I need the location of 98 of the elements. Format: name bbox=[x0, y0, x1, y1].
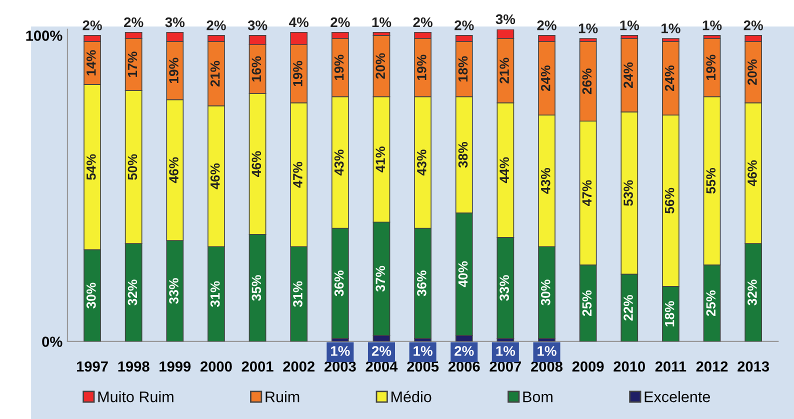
x-tick-label: 2005 bbox=[407, 361, 439, 372]
data-label: 21% bbox=[500, 58, 509, 84]
data-label: 18% bbox=[458, 56, 468, 82]
x-tick-label: 2007 bbox=[490, 361, 522, 372]
data-label: 19% bbox=[293, 60, 302, 86]
legend-label: Ruim bbox=[266, 391, 300, 402]
data-label: 31% bbox=[210, 281, 220, 307]
data-label: 21% bbox=[210, 60, 220, 86]
data-label: 2% bbox=[413, 17, 432, 28]
data-label: 14% bbox=[86, 50, 96, 76]
x-tick-label: 2003 bbox=[324, 361, 356, 372]
data-label: 19% bbox=[706, 54, 716, 80]
data-label: 2% bbox=[537, 20, 556, 30]
x-tick-label: 2001 bbox=[242, 361, 274, 372]
data-label: 24% bbox=[664, 65, 674, 92]
y-tick-label: 100% bbox=[26, 30, 62, 41]
x-tick-label: 2010 bbox=[614, 361, 646, 372]
data-label: 16% bbox=[252, 56, 262, 82]
data-label: 56% bbox=[664, 188, 674, 214]
x-tick-label: 2013 bbox=[738, 361, 770, 372]
x-tick-label: 2011 bbox=[655, 361, 686, 372]
data-label: 36% bbox=[334, 270, 344, 296]
data-label: 37% bbox=[376, 266, 386, 292]
data-label: 2% bbox=[124, 17, 144, 28]
data-label: 46% bbox=[210, 163, 220, 190]
data-label: 50% bbox=[128, 154, 138, 180]
data-label: 1% bbox=[538, 346, 556, 356]
data-label: 38% bbox=[458, 142, 468, 168]
data-label: 18% bbox=[664, 301, 674, 326]
data-label: 19% bbox=[417, 54, 426, 80]
data-label: 43% bbox=[334, 150, 344, 176]
data-label: 26% bbox=[582, 68, 592, 94]
data-label: 2% bbox=[372, 346, 392, 356]
data-label: 55% bbox=[706, 168, 716, 194]
data-label: 1% bbox=[496, 346, 516, 356]
x-tick-label: 2008 bbox=[531, 361, 563, 372]
data-label: 1% bbox=[620, 20, 640, 30]
data-label: 35% bbox=[252, 275, 262, 301]
data-label: 32% bbox=[128, 280, 138, 306]
x-tick-label: 2006 bbox=[448, 361, 480, 372]
data-label: 33% bbox=[169, 278, 178, 304]
data-label: 54% bbox=[86, 154, 96, 180]
y-tick-label: 0% bbox=[42, 336, 62, 347]
data-label: 20% bbox=[748, 59, 757, 85]
data-label: 44% bbox=[500, 157, 509, 184]
legend-label: Muito Ruim bbox=[98, 391, 174, 402]
x-tick-label: 2004 bbox=[366, 361, 398, 372]
data-label: 24% bbox=[624, 62, 633, 88]
x-tick-label: 1997 bbox=[76, 361, 108, 372]
data-label: 43% bbox=[540, 168, 550, 194]
data-label: 40% bbox=[458, 261, 468, 288]
legend-label: Médio bbox=[392, 390, 432, 402]
data-label: 30% bbox=[86, 282, 96, 308]
data-label: 41% bbox=[376, 146, 386, 172]
data-label: 2% bbox=[744, 20, 763, 30]
x-tick-label: 2009 bbox=[572, 361, 604, 372]
data-label: 31% bbox=[293, 281, 302, 307]
legend-label: Excelente bbox=[644, 391, 710, 402]
data-label: 1% bbox=[578, 24, 598, 34]
data-label: 3% bbox=[165, 17, 185, 28]
data-label: 17% bbox=[128, 52, 138, 77]
data-label: 2% bbox=[454, 346, 474, 356]
data-label: 2% bbox=[82, 20, 102, 30]
data-label: 32% bbox=[748, 280, 757, 306]
data-label: 1% bbox=[662, 24, 680, 34]
data-label: 46% bbox=[169, 157, 178, 184]
data-label: 1% bbox=[702, 20, 722, 30]
data-label: 3% bbox=[248, 20, 268, 30]
x-tick-label: 2000 bbox=[200, 361, 232, 372]
data-label: 33% bbox=[500, 275, 509, 301]
legend-label: Bom bbox=[523, 392, 552, 402]
data-label: 2% bbox=[454, 20, 474, 30]
data-label: 46% bbox=[748, 160, 757, 186]
data-label: 1% bbox=[372, 17, 392, 28]
data-label: 3% bbox=[496, 14, 516, 24]
data-label: 2% bbox=[206, 20, 226, 30]
data-label: 22% bbox=[624, 294, 633, 321]
data-label: 19% bbox=[169, 58, 178, 84]
data-label: 36% bbox=[417, 270, 426, 296]
data-label: 30% bbox=[540, 280, 550, 306]
data-label: 46% bbox=[252, 151, 262, 177]
data-label: 53% bbox=[624, 180, 633, 206]
data-label: 19% bbox=[334, 54, 344, 80]
data-label: 1% bbox=[414, 346, 432, 356]
data-label: 2% bbox=[330, 17, 350, 28]
x-tick-label: 2002 bbox=[283, 361, 314, 372]
data-label: 1% bbox=[331, 346, 350, 356]
x-tick-label: 2012 bbox=[696, 361, 728, 372]
data-label: 47% bbox=[293, 162, 302, 188]
data-label: 20% bbox=[376, 53, 386, 79]
x-tick-label: 1999 bbox=[160, 361, 191, 372]
data-label: 24% bbox=[540, 65, 550, 92]
data-label: 25% bbox=[582, 290, 592, 316]
data-label: 43% bbox=[417, 150, 426, 176]
x-tick-label: 1998 bbox=[118, 361, 150, 372]
data-label: 4% bbox=[289, 17, 309, 28]
data-label: 47% bbox=[582, 180, 592, 206]
data-label: 25% bbox=[706, 290, 716, 316]
